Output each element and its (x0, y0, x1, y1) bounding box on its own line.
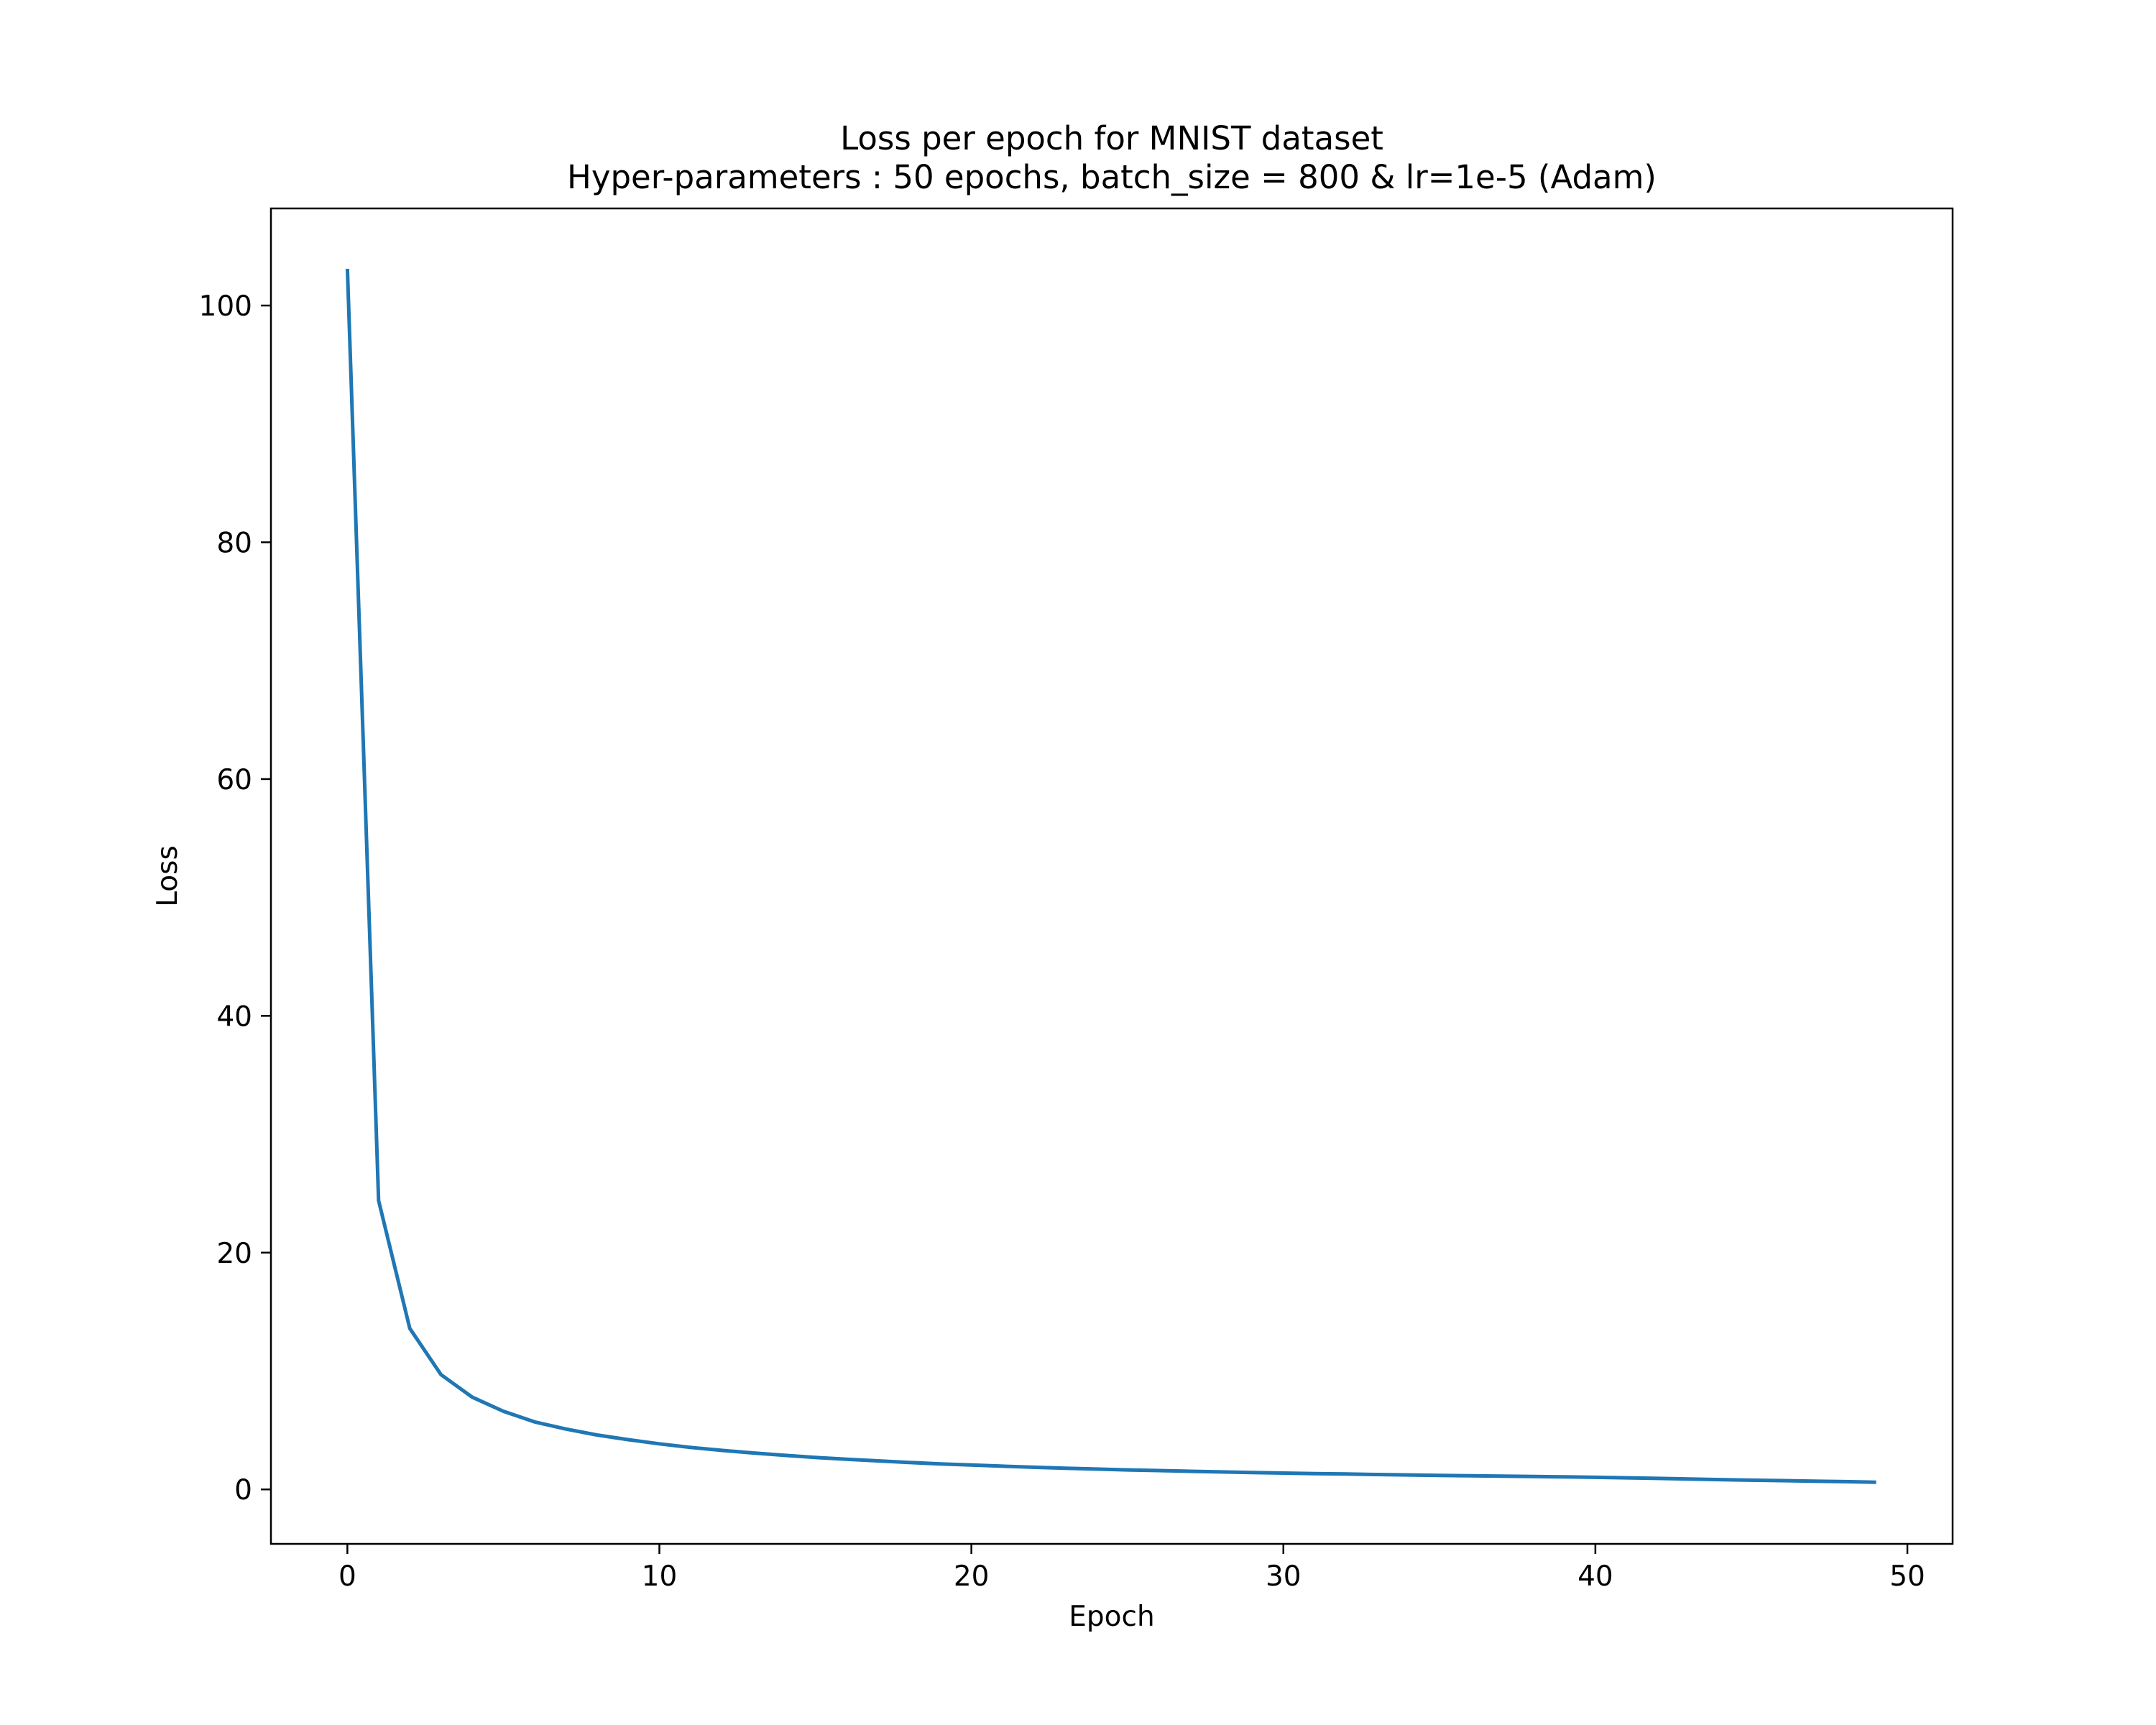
x-tick-label: 10 (642, 1560, 678, 1593)
chart-title: Loss per epoch for MNIST dataset (840, 119, 1383, 157)
y-tick-label: 60 (216, 764, 252, 796)
series-line (345, 268, 1876, 1484)
series-group (345, 268, 1876, 1484)
y-axis-label: Loss (152, 845, 184, 907)
y-tick-label: 80 (216, 528, 252, 560)
y-tick-label: 20 (216, 1238, 252, 1270)
x-tick-label: 50 (1889, 1560, 1925, 1593)
y-axis-ticks: 0 20 40 60 80 100 (199, 290, 271, 1506)
y-tick-label: 100 (199, 290, 252, 323)
x-tick-label: 0 (338, 1560, 356, 1593)
x-axis-ticks: 0 10 20 30 40 50 (338, 1544, 1925, 1593)
y-tick-label: 0 (234, 1474, 252, 1506)
x-tick-label: 40 (1577, 1560, 1613, 1593)
axes-frame (270, 207, 1954, 1545)
x-tick-label: 20 (954, 1560, 990, 1593)
chart-subtitle: Hyper-parameters : 50 epochs, batch_size… (567, 158, 1657, 196)
y-tick-label: 40 (216, 1000, 252, 1033)
plot-area: 0 10 20 30 40 50 0 20 40 60 80 100 (199, 207, 1954, 1593)
x-tick-label: 30 (1266, 1560, 1302, 1593)
x-axis-label: Epoch (1069, 1601, 1154, 1633)
